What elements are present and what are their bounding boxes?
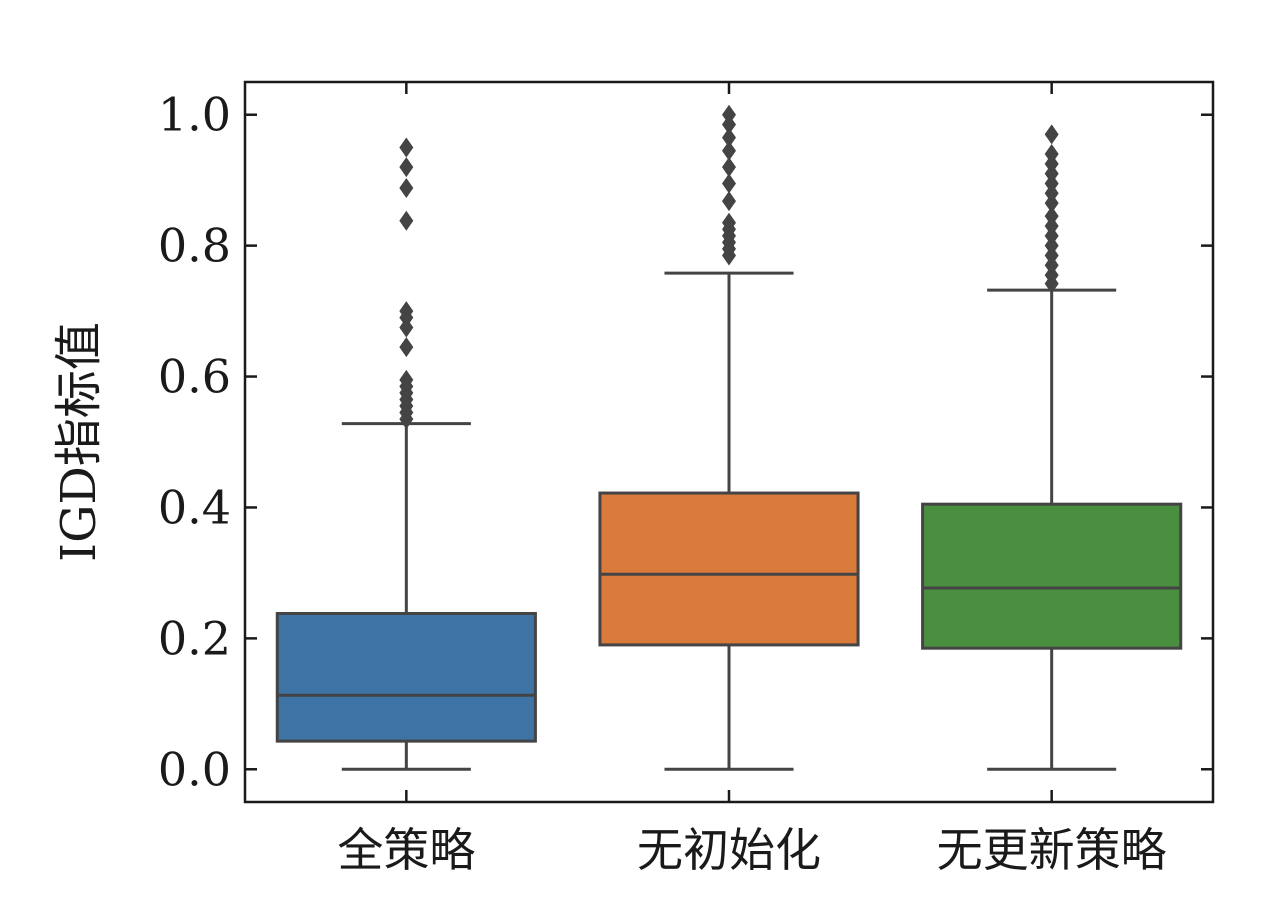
- outlier-point: [399, 337, 414, 358]
- outlier-point: [399, 369, 414, 390]
- outlier-point: [722, 191, 736, 212]
- outlier-point: [722, 212, 736, 233]
- box-group: [921, 124, 1183, 771]
- outlier-point: [1044, 144, 1059, 164]
- box-iqr: [275, 611, 537, 743]
- outlier-point: [399, 301, 414, 322]
- x-tick-label: 全策略: [337, 823, 475, 877]
- x-tick-label: 无更新策略: [937, 823, 1167, 877]
- outlier-point: [722, 140, 736, 161]
- outlier-point: [722, 173, 736, 194]
- outlier-point: [722, 104, 736, 125]
- y-tick-label: 0.8: [158, 219, 231, 273]
- box-iqr: [921, 502, 1183, 650]
- y-axis-ticks: 0.0 0.2 0.4 0.6 0.8 1.0: [158, 88, 1213, 796]
- box-group: [275, 137, 537, 771]
- x-axis-ticks: 全策略 无初始化 无更新策略: [337, 82, 1167, 877]
- outlier-point: [1044, 206, 1059, 227]
- outlier-point: [399, 178, 414, 199]
- outlier-point: [399, 137, 414, 158]
- outlier-point: [722, 157, 736, 178]
- outlier-point: [399, 157, 414, 178]
- y-tick-label: 0.6: [158, 350, 231, 404]
- y-tick-label: 0.2: [158, 611, 231, 665]
- outlier-point: [399, 210, 414, 231]
- box-iqr: [598, 491, 860, 647]
- y-tick-label: 0.0: [158, 742, 231, 796]
- box-series: [275, 104, 1183, 771]
- x-tick-label: 无初始化: [637, 823, 821, 877]
- y-tick-label: 1.0: [158, 88, 231, 142]
- y-tick-label: 0.4: [158, 480, 231, 534]
- y-axis-label: IGD指标值: [51, 322, 107, 562]
- box-group: [598, 104, 860, 771]
- outlier-point: [722, 127, 736, 148]
- outlier-point: [1044, 124, 1059, 145]
